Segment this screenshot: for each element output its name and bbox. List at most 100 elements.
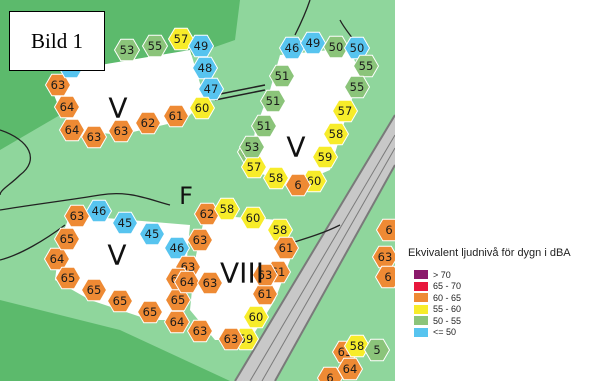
receiver-point: 58 bbox=[343, 334, 371, 358]
receiver-hex bbox=[193, 202, 221, 226]
receiver-hex bbox=[141, 34, 169, 58]
receiver-hex bbox=[311, 145, 339, 169]
receiver-point: 6 bbox=[284, 173, 312, 197]
road-edge-2 bbox=[249, 134, 395, 381]
contour-line-1 bbox=[0, 129, 32, 196]
legend-label: > 70 bbox=[433, 269, 451, 280]
receiver-hex bbox=[259, 89, 287, 113]
receiver-value: 58 bbox=[269, 171, 284, 185]
receiver-point: 63 bbox=[44, 73, 72, 97]
receiver-hex bbox=[111, 211, 139, 235]
road-edge-3 bbox=[261, 147, 395, 381]
receiver-point: 65 bbox=[106, 289, 134, 313]
receiver-value: 53 bbox=[120, 43, 135, 57]
receiver-point: 53 bbox=[238, 135, 266, 159]
receiver-value: 65 bbox=[61, 271, 76, 285]
yard-lower-right bbox=[190, 215, 290, 340]
receiver-hex bbox=[80, 125, 108, 149]
receiver-hex bbox=[322, 35, 350, 59]
receiver-hex bbox=[272, 236, 300, 260]
receiver-value: 60 bbox=[246, 211, 261, 225]
receiver-value: 58 bbox=[273, 223, 288, 237]
receiver-value: 5 bbox=[373, 343, 380, 357]
receiver-value: 6 bbox=[326, 371, 333, 381]
receiver-hex bbox=[173, 270, 201, 294]
receiver-hex bbox=[80, 278, 108, 302]
receiver-value: 63 bbox=[224, 332, 239, 346]
receiver-hex bbox=[107, 119, 135, 143]
receiver-point: 46 bbox=[278, 36, 306, 60]
receiver-hex bbox=[197, 77, 225, 101]
receiver-value: 47 bbox=[204, 82, 219, 96]
receiver-hex bbox=[240, 155, 268, 179]
legend-item: 55 - 60 bbox=[414, 304, 596, 315]
receiver-point: 61 bbox=[272, 236, 300, 260]
receiver-point: 65 bbox=[80, 278, 108, 302]
receiver-point: 64 bbox=[336, 357, 364, 381]
receiver-hex bbox=[186, 319, 214, 343]
receiver-point: 62 bbox=[193, 202, 221, 226]
ground-dark-south bbox=[0, 300, 230, 381]
receiver-point: 58 bbox=[213, 197, 241, 221]
receiver-value: 65 bbox=[87, 283, 102, 297]
receiver-point: 47 bbox=[197, 77, 225, 101]
receiver-value: 58 bbox=[350, 339, 365, 353]
road-edge-1 bbox=[234, 114, 395, 381]
receiver-point: 50 bbox=[343, 36, 371, 60]
receiver-value: 65 bbox=[171, 293, 186, 307]
receiver-value: 6 bbox=[294, 178, 301, 192]
receiver-point: 55 bbox=[141, 34, 169, 58]
legend-item: > 70 bbox=[414, 269, 596, 280]
receiver-value: 46 bbox=[285, 41, 300, 55]
image-label: Bild 1 bbox=[9, 11, 105, 71]
zone-label: V bbox=[286, 131, 305, 164]
receiver-hex bbox=[343, 334, 371, 358]
receiver-point: 55 bbox=[352, 54, 380, 78]
legend-label: 65 - 70 bbox=[433, 281, 462, 291]
legend: Ekvivalent ljudnivå för dygn i dBA > 70 … bbox=[408, 247, 596, 338]
receiver-value: 64 bbox=[170, 315, 185, 329]
receiver-point: 6 bbox=[374, 265, 395, 289]
receiver-point: 6 bbox=[375, 218, 395, 242]
receiver-hex bbox=[217, 327, 245, 351]
receiver-point: 63 bbox=[186, 319, 214, 343]
receiver-hex bbox=[262, 166, 290, 190]
receiver-point: 63 bbox=[217, 327, 245, 351]
receiver-value: 53 bbox=[245, 140, 260, 154]
receiver-value: 58 bbox=[329, 127, 344, 141]
receiver-value: 63 bbox=[114, 124, 129, 138]
receiver-value: 63 bbox=[378, 250, 393, 264]
receiver-value: 57 bbox=[338, 104, 353, 118]
receiver-point: 58 bbox=[322, 122, 350, 146]
legend-label: 60 - 65 bbox=[433, 292, 462, 303]
receiver-hex bbox=[322, 122, 350, 146]
receiver-value: 61 bbox=[279, 241, 294, 255]
receiver-point: 55 bbox=[343, 75, 371, 99]
receiver-point: 64 bbox=[53, 95, 81, 119]
receiver-hex bbox=[239, 206, 267, 230]
receiver-hex bbox=[284, 173, 312, 197]
legend-label: <= 50 bbox=[433, 327, 457, 337]
legend-label: 55 - 60 bbox=[433, 304, 462, 314]
receiver-value: 65 bbox=[113, 294, 128, 308]
receiver-value: 45 bbox=[118, 216, 133, 230]
legend-item: 65 - 70 bbox=[414, 281, 596, 292]
receiver-value: 59 bbox=[318, 150, 333, 164]
receiver-hex bbox=[53, 227, 81, 251]
receiver-hex bbox=[186, 228, 214, 252]
receiver-value: 63 bbox=[193, 324, 208, 338]
receiver-point: 63 bbox=[251, 263, 279, 287]
receiver-point: 65 bbox=[54, 266, 82, 290]
contour-line-2 bbox=[0, 193, 171, 211]
receiver-point: 63 bbox=[107, 119, 135, 143]
receiver-point: 63 bbox=[371, 245, 395, 269]
receiver-value: 60 bbox=[195, 101, 210, 115]
receiver-point: 5 bbox=[363, 338, 391, 362]
legend-swatch bbox=[414, 316, 428, 325]
receiver-point: 48 bbox=[191, 56, 219, 80]
receiver-point: 61 bbox=[162, 104, 190, 128]
receiver-hex bbox=[268, 64, 296, 88]
receiver-point: 51 bbox=[250, 114, 278, 138]
receiver-hex bbox=[352, 54, 380, 78]
road-edge-4 bbox=[274, 164, 395, 381]
